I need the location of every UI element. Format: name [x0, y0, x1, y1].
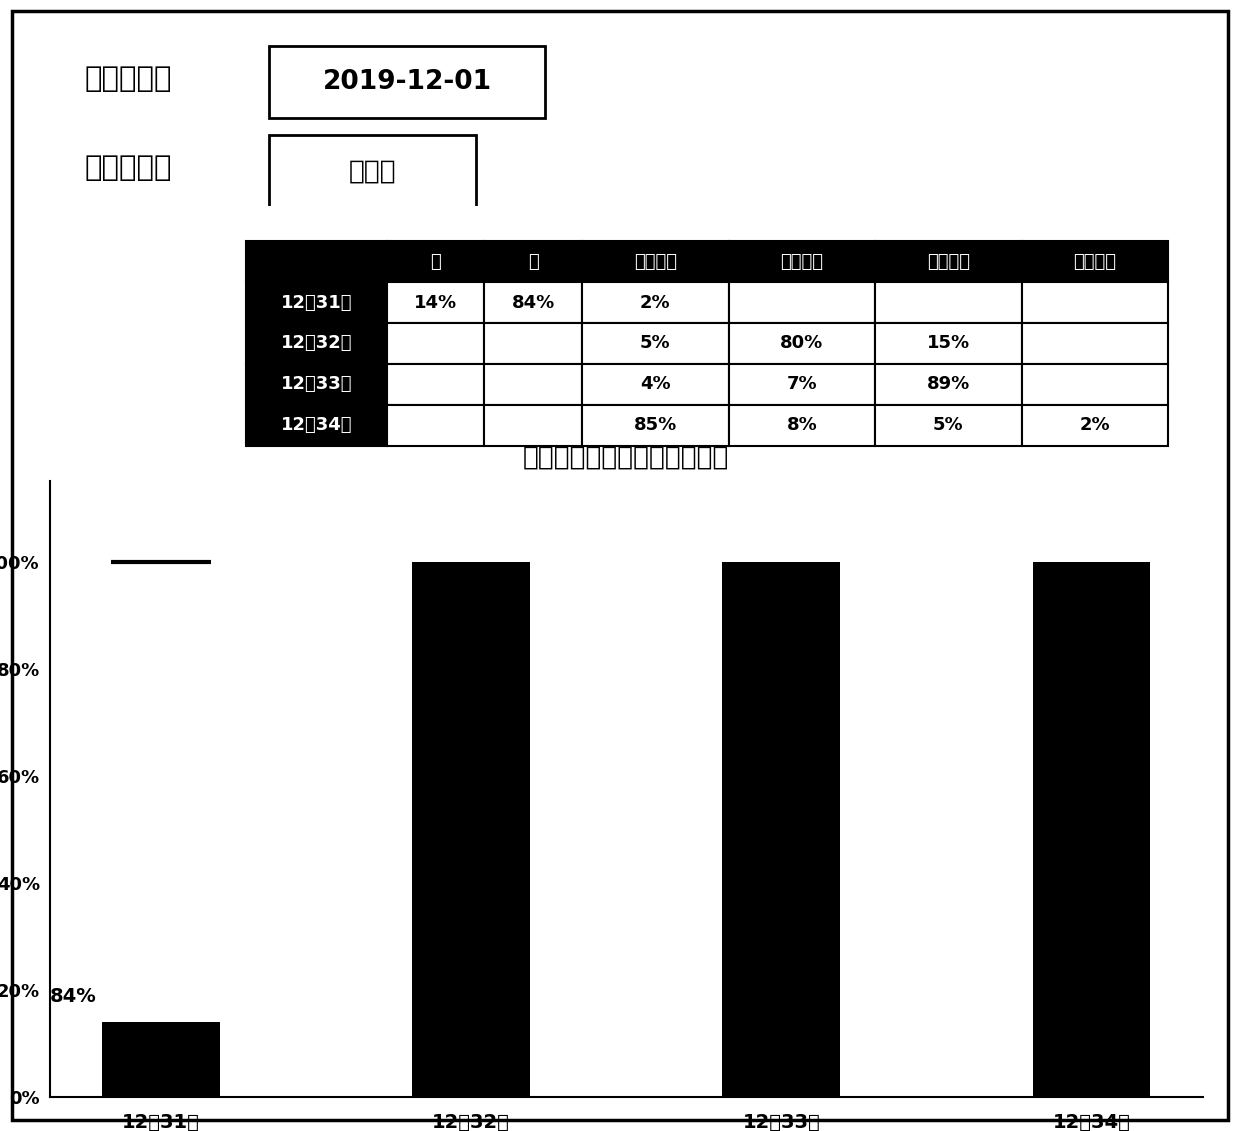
Text: 奥森站: 奥森站: [348, 158, 397, 184]
Title: 空气质量指数级别概率预报图: 空气质量指数级别概率预报图: [523, 444, 729, 470]
Bar: [246, 241, 387, 282]
Text: 84%: 84%: [50, 987, 97, 1007]
Bar: [387, 364, 485, 405]
Bar: [412, 562, 529, 1097]
Text: 12月31日: 12月31日: [280, 294, 352, 312]
Bar: [387, 323, 485, 364]
Text: 85%: 85%: [634, 416, 677, 434]
Bar: [582, 282, 729, 323]
Bar: [246, 405, 387, 446]
Bar: [729, 364, 875, 405]
Text: 12月33日: 12月33日: [280, 375, 352, 394]
Bar: [485, 364, 582, 405]
Bar: [1022, 323, 1168, 364]
Text: 良: 良: [528, 252, 538, 270]
Bar: [875, 282, 1022, 323]
Bar: [1022, 364, 1168, 405]
Bar: [729, 241, 875, 282]
Bar: [582, 241, 729, 282]
Bar: [729, 282, 875, 323]
Text: 5%: 5%: [640, 335, 671, 353]
Text: 2%: 2%: [1080, 416, 1110, 434]
Text: 80%: 80%: [780, 335, 823, 353]
Text: 2%: 2%: [640, 294, 671, 312]
Bar: [387, 405, 485, 446]
Text: 12月34日: 12月34日: [280, 416, 352, 434]
Bar: [875, 405, 1022, 446]
Text: 7%: 7%: [786, 375, 817, 394]
Text: 14%: 14%: [414, 294, 458, 312]
Bar: [582, 405, 729, 446]
Text: 监测站点：: 监测站点：: [84, 154, 171, 182]
Text: 84%: 84%: [512, 294, 554, 312]
Text: 12月32日: 12月32日: [280, 335, 352, 353]
Bar: [729, 323, 875, 364]
FancyBboxPatch shape: [269, 46, 546, 118]
Bar: [485, 241, 582, 282]
Bar: [485, 323, 582, 364]
Bar: [1022, 282, 1168, 323]
Text: 2019-12-01: 2019-12-01: [322, 69, 491, 95]
Text: 8%: 8%: [786, 416, 817, 434]
Bar: [485, 405, 582, 446]
Bar: [729, 405, 875, 446]
Text: 4%: 4%: [640, 375, 671, 394]
Bar: [875, 323, 1022, 364]
Text: 起报时间：: 起报时间：: [84, 64, 171, 93]
Text: 89%: 89%: [926, 375, 970, 394]
Bar: [485, 282, 582, 323]
FancyBboxPatch shape: [269, 136, 476, 207]
Bar: [1033, 562, 1151, 1097]
Text: 优: 优: [430, 252, 441, 270]
Text: 轻度污染: 轻度污染: [634, 252, 677, 270]
Text: 15%: 15%: [926, 335, 970, 353]
Bar: [246, 364, 387, 405]
Bar: [102, 1022, 219, 1097]
Bar: [246, 323, 387, 364]
Text: 中度污染: 中度污染: [780, 252, 823, 270]
Bar: [723, 562, 841, 1097]
Bar: [875, 241, 1022, 282]
Bar: [582, 364, 729, 405]
Bar: [1022, 405, 1168, 446]
Bar: [875, 364, 1022, 405]
Text: 5%: 5%: [934, 416, 963, 434]
Text: 严重污染: 严重污染: [1074, 252, 1116, 270]
Bar: [582, 323, 729, 364]
Bar: [387, 241, 485, 282]
Bar: [1022, 241, 1168, 282]
Bar: [387, 282, 485, 323]
Bar: [246, 282, 387, 323]
Text: 重度污染: 重度污染: [928, 252, 970, 270]
